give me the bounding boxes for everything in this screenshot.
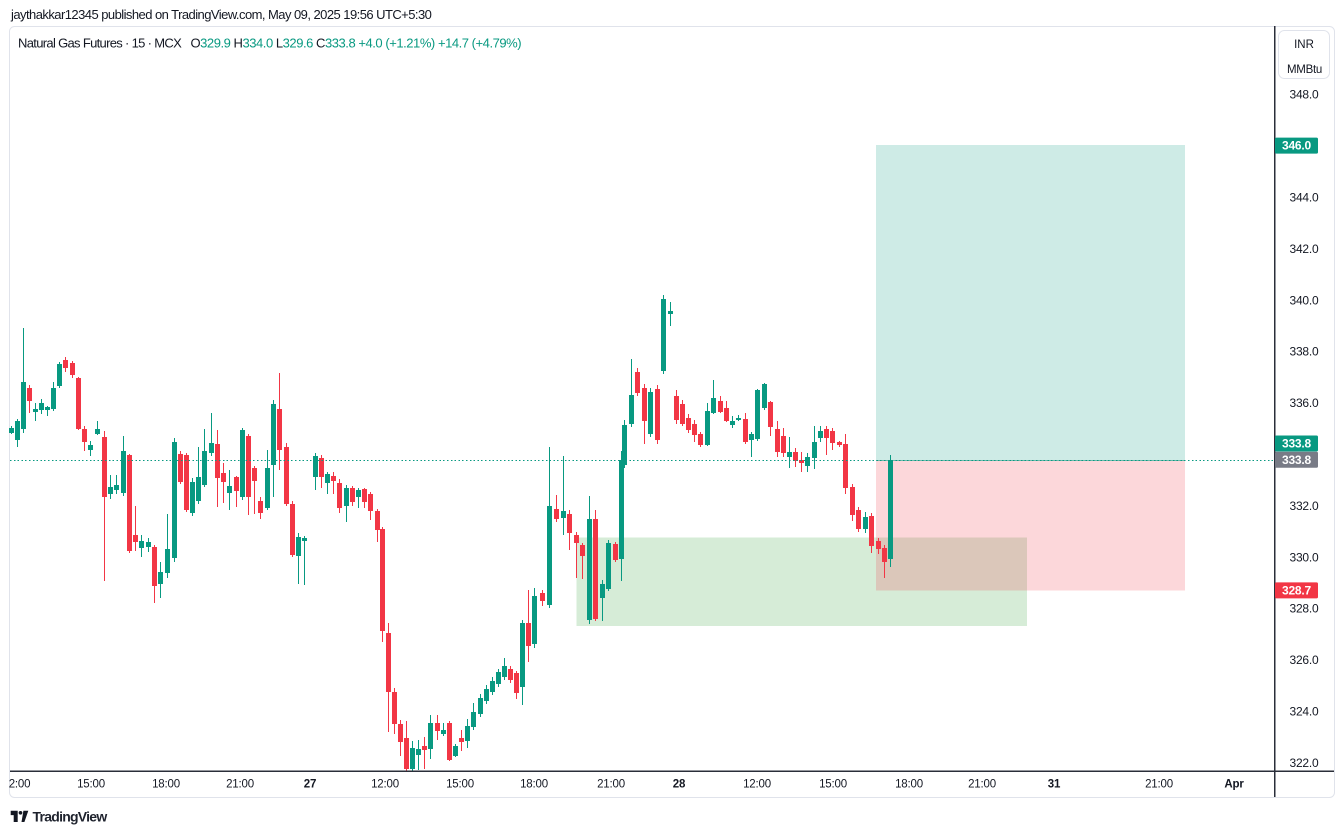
svg-text:12:00: 12:00	[371, 779, 399, 791]
svg-text:328.7: 328.7	[1282, 583, 1312, 597]
svg-text:324.0: 324.0	[1289, 705, 1319, 719]
svg-text:328.0: 328.0	[1289, 602, 1319, 616]
svg-text:12:00: 12:00	[743, 779, 771, 791]
svg-text:Natural Gas Futures · 15 · MCX: Natural Gas Futures · 15 · MCX	[18, 36, 182, 51]
svg-text:18:00: 18:00	[895, 779, 923, 791]
svg-text:15:00: 15:00	[819, 779, 847, 791]
svg-text:15:00: 15:00	[77, 779, 105, 791]
svg-text:Apr: Apr	[1224, 779, 1244, 791]
svg-text:O329.9 H334.0 L329.6 C333.8: O329.9 H334.0 L329.6 C333.8 +4.0 (+1.21%…	[191, 36, 522, 51]
svg-text:333.8: 333.8	[1282, 453, 1312, 467]
svg-text:jaythakkar12345 published on T: jaythakkar12345 published on TradingView…	[10, 7, 432, 22]
svg-text:344.0: 344.0	[1289, 190, 1319, 204]
svg-text:326.0: 326.0	[1289, 653, 1319, 667]
svg-text:21:00: 21:00	[1145, 779, 1173, 791]
svg-text:332.0: 332.0	[1289, 499, 1319, 513]
svg-text:322.0: 322.0	[1289, 756, 1319, 770]
svg-text:21:00: 21:00	[226, 779, 254, 791]
svg-text:346.0: 346.0	[1282, 139, 1312, 153]
svg-text:336.0: 336.0	[1289, 396, 1319, 410]
svg-text:MMBtu: MMBtu	[1287, 64, 1322, 76]
svg-text:338.0: 338.0	[1289, 345, 1319, 359]
svg-text:348.0: 348.0	[1289, 88, 1319, 102]
svg-text:18:00: 18:00	[520, 779, 548, 791]
svg-text:31: 31	[1048, 779, 1061, 791]
svg-text:2:00: 2:00	[9, 779, 31, 791]
svg-text:333.8: 333.8	[1282, 437, 1312, 451]
svg-text:21:00: 21:00	[968, 779, 996, 791]
svg-text:28: 28	[673, 779, 686, 791]
svg-text:18:00: 18:00	[152, 779, 180, 791]
svg-text:15:00: 15:00	[446, 779, 474, 791]
svg-text:340.0: 340.0	[1289, 293, 1319, 307]
svg-text:342.0: 342.0	[1289, 242, 1319, 256]
svg-text:TradingView: TradingView	[33, 809, 108, 825]
svg-text:INR: INR	[1294, 39, 1314, 51]
svg-text:330.0: 330.0	[1289, 550, 1319, 564]
svg-text:27: 27	[304, 779, 316, 791]
svg-text:21:00: 21:00	[597, 779, 625, 791]
